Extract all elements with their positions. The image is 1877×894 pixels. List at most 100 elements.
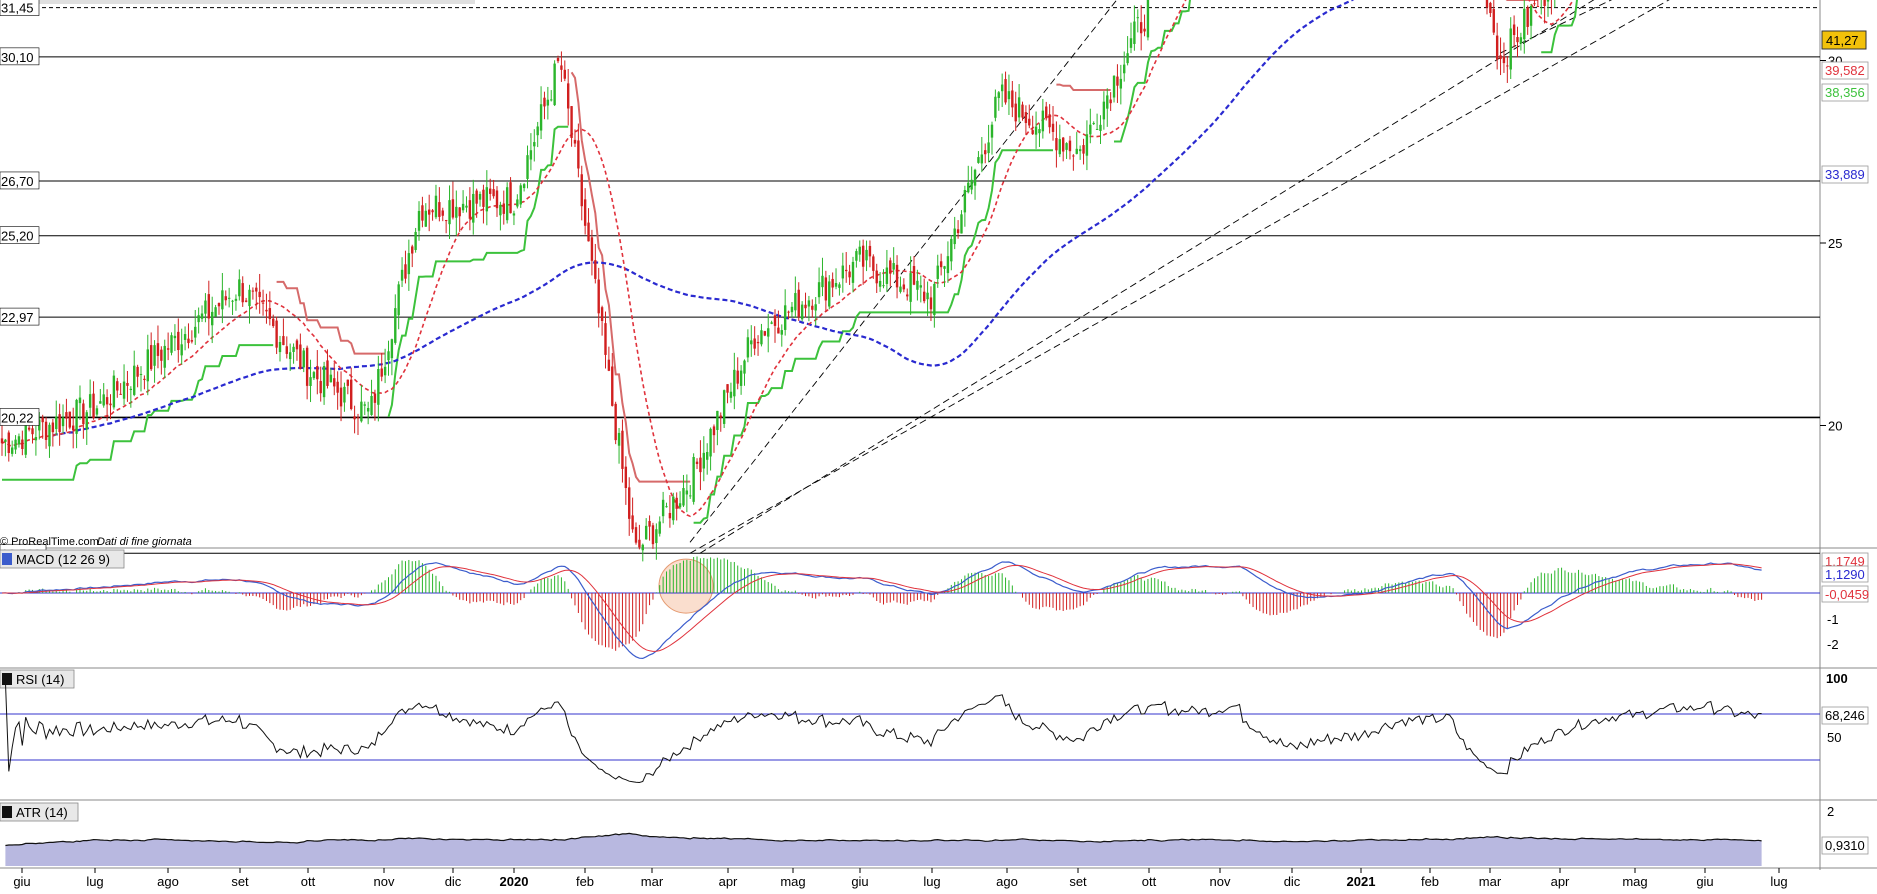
candle-body (726, 384, 729, 393)
candle-body (1038, 129, 1041, 134)
candle-body (665, 506, 668, 508)
candle-body (984, 150, 987, 155)
candle-body (356, 417, 360, 419)
candle-body (17, 436, 21, 445)
atr-panel: ATR (14) 2 0,9310 (0, 802, 1869, 866)
candle-body (44, 421, 48, 440)
candle-body (221, 290, 224, 310)
candle-body (560, 65, 563, 70)
macd-histogram (4, 556, 1763, 651)
candle-body (1129, 38, 1133, 48)
candle-body (183, 334, 187, 340)
candle-body (909, 273, 912, 302)
candle-body (1058, 139, 1061, 155)
candle-body (214, 307, 217, 317)
candle-body (614, 403, 617, 441)
candle-body (570, 106, 573, 138)
candle-body (1546, 0, 1550, 2)
candle-body (177, 331, 180, 351)
candle-body (431, 210, 434, 213)
time-label: dic (445, 874, 462, 889)
ma-short-value: 39,582 (1825, 63, 1865, 78)
candle-body (421, 205, 424, 221)
candle-body (546, 99, 550, 106)
candle-body (427, 209, 431, 215)
candle-body (278, 341, 282, 353)
candle-body (604, 323, 607, 355)
candle-body (692, 456, 695, 502)
time-label: ott (301, 874, 316, 889)
candle-body (767, 328, 770, 337)
candle-body (143, 378, 146, 381)
time-label: feb (1421, 874, 1439, 889)
candle-body (461, 203, 465, 211)
candle-body (112, 375, 116, 408)
candle-body (716, 410, 719, 430)
candle-body (1489, 2, 1492, 14)
candle-body (800, 304, 804, 320)
candle-body (258, 291, 261, 298)
candle-body (753, 338, 756, 349)
candle-body (631, 515, 634, 530)
top-toolbar[interactable] (0, 0, 475, 4)
candle-body (892, 263, 895, 270)
candle-body (916, 280, 919, 290)
candle-body (444, 220, 448, 222)
supertrend-line (2, 0, 1578, 524)
candle-body (119, 393, 122, 395)
candle-body (780, 330, 783, 335)
candle-body (668, 512, 672, 519)
candle-body (956, 229, 960, 234)
time-axis: giu lug ago set ott nov dic 2020 feb mar apr mag giu… (13, 868, 1788, 889)
time-label: lug (1770, 874, 1787, 889)
candle-body (773, 315, 777, 326)
ma-long-line (52, 0, 1355, 437)
candle-body (1041, 110, 1045, 132)
time-label: mar (1479, 874, 1502, 889)
candle-body (31, 428, 34, 435)
candle-body (309, 377, 312, 386)
candle-body (363, 404, 366, 406)
candle-body (967, 182, 970, 193)
candle-body (706, 452, 709, 460)
candle-body (136, 366, 139, 377)
candle-body (699, 457, 702, 473)
candle-body (1011, 90, 1014, 108)
candle-body (153, 345, 156, 366)
candle-body (129, 388, 133, 391)
candle-body (434, 195, 438, 218)
rsi-line (4, 680, 1762, 784)
candle-body (390, 339, 394, 359)
time-label: giu (1696, 874, 1713, 889)
candle-body (99, 401, 102, 404)
candle-body (1123, 64, 1126, 74)
candle-body (1082, 145, 1085, 154)
rsi-tick-50: 50 (1827, 730, 1841, 745)
candle-body (933, 283, 936, 316)
candle-body (505, 187, 509, 221)
candle-body (404, 264, 407, 279)
candle-body (1017, 97, 1021, 118)
candle-body (305, 347, 309, 386)
candle-body (977, 157, 980, 163)
candle-body (299, 344, 302, 369)
candle-body (163, 345, 166, 368)
candle-body (1075, 148, 1078, 154)
candle-body (1146, 0, 1150, 38)
candle-body (282, 336, 285, 346)
candle-body (516, 199, 519, 207)
atr-area (5, 833, 1762, 866)
candle-body (838, 284, 841, 288)
candle-body (519, 185, 522, 205)
candle-body (1116, 76, 1119, 86)
candle-body (539, 104, 543, 131)
rsi-value: 68,246 (1825, 708, 1865, 723)
time-label: set (231, 874, 249, 889)
candle-body (1095, 128, 1099, 130)
candle-body (102, 394, 105, 406)
candle-body (75, 399, 78, 434)
candle-body (166, 348, 170, 350)
candle-body (468, 200, 472, 219)
candle-body (851, 261, 855, 283)
